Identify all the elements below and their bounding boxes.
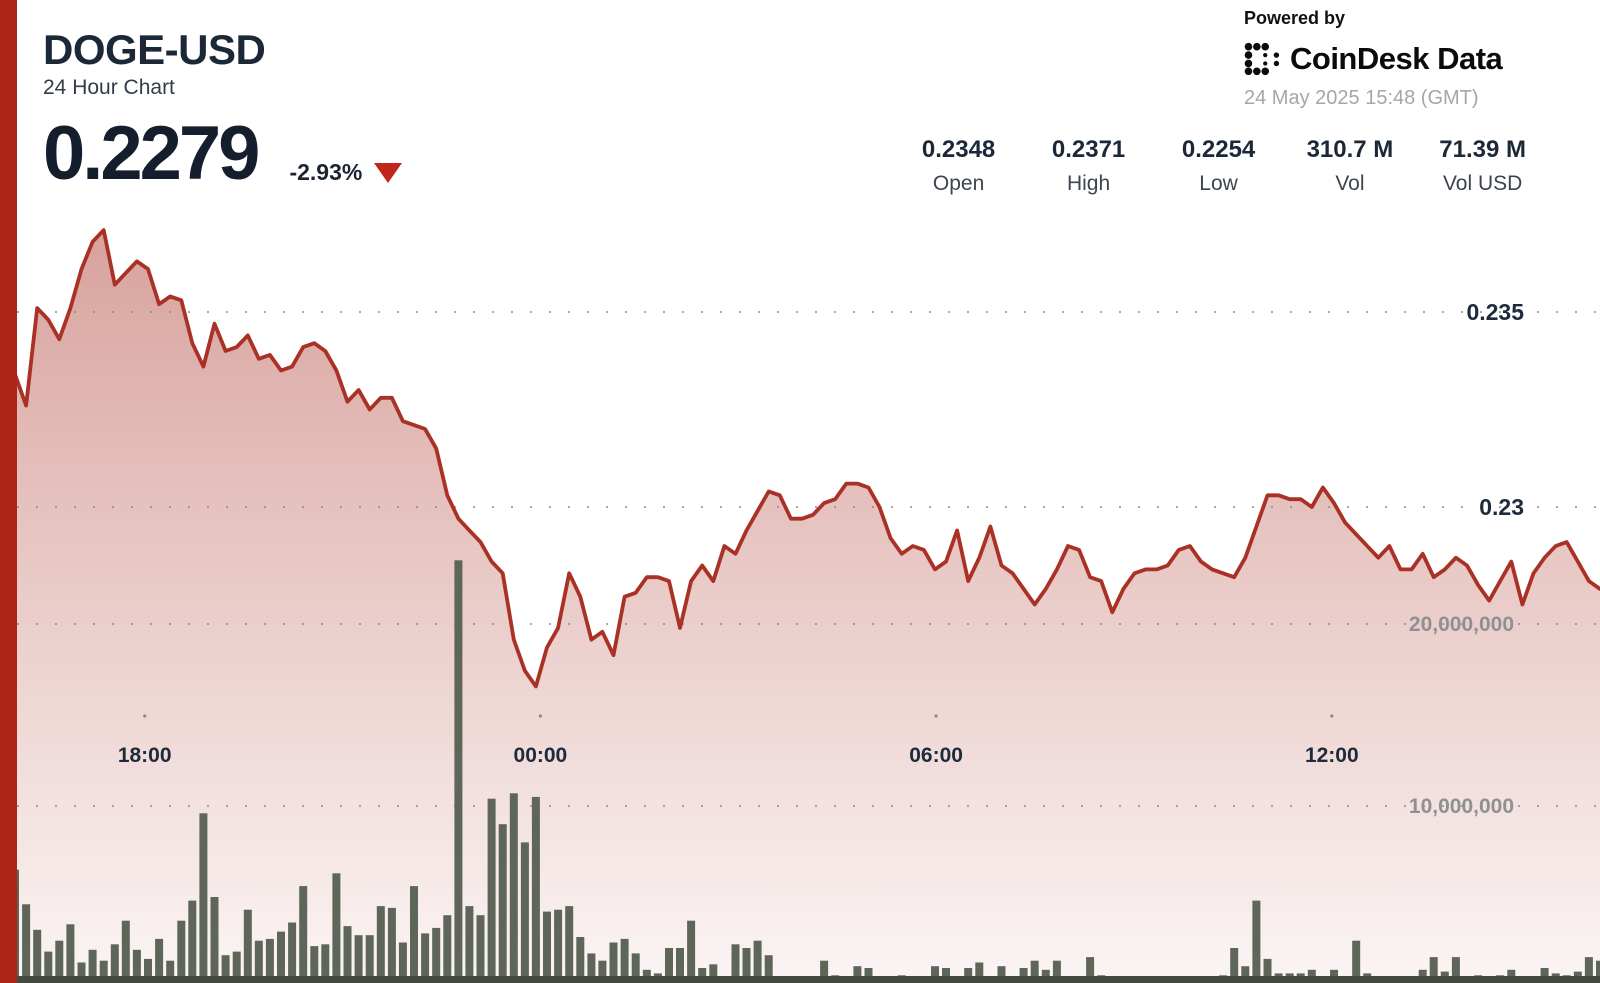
chart-subtitle: 24 Hour Chart — [43, 76, 175, 100]
stat-label: Vol — [1335, 172, 1365, 195]
left-accent-bar — [0, 0, 17, 983]
stat-label: Low — [1199, 172, 1238, 195]
current-price: 0.2279 — [43, 111, 260, 196]
x-axis-tick — [538, 714, 543, 718]
x-axis-label: 12:00 — [1305, 744, 1359, 767]
stat-low: 0.2254 Low — [1177, 136, 1261, 196]
price-row: 0.2279 -2.93% — [43, 111, 403, 196]
stat-value: 0.2348 — [921, 136, 996, 163]
x-axis-label: 18:00 — [118, 744, 172, 767]
price-change-wrap: -2.93% — [289, 159, 403, 186]
stat-label: Open — [932, 172, 985, 195]
brand-name: CoinDesk Data — [1290, 41, 1503, 76]
volume-axis-label: 10,000,000 — [1409, 795, 1514, 818]
volume-baseline — [17, 976, 1600, 983]
stat-label: High — [1066, 172, 1111, 195]
coindesk-logo[interactable]: CoinDesk Data — [1244, 41, 1524, 77]
stat-value: 0.2371 — [1051, 136, 1126, 163]
price-change: -2.93% — [289, 159, 363, 186]
stat-high: 0.2371 High — [1047, 136, 1131, 196]
x-axis-label: 06:00 — [909, 744, 963, 767]
chart-header: DOGE-USD 24 Hour Chart — [43, 26, 266, 100]
powered-by-label: Powered by — [1244, 8, 1346, 28]
price-line — [13, 228, 1600, 689]
stat-value: 0.2254 — [1181, 136, 1256, 163]
stat-label: Vol USD — [1442, 172, 1523, 195]
x-axis-tick — [143, 714, 147, 718]
chart-timestamp: 24 May 2025 15:48 (GMT) — [1244, 87, 1479, 109]
stat-open: 0.2348 Open — [917, 136, 1001, 196]
stat-volume: 310.7 M Vol — [1307, 136, 1394, 196]
stat-value: 310.7 M — [1306, 136, 1394, 163]
coindesk-dots-icon — [1244, 42, 1280, 76]
stat-value: 71.39 M — [1439, 136, 1526, 163]
stats-row: 0.2348 Open 0.2371 High 0.2254 Low 310.7… — [917, 136, 1526, 196]
price-axis-label: 0.23 — [1479, 494, 1524, 520]
down-triangle-icon — [374, 162, 403, 183]
volume-axis-label: 20,000,000 — [1409, 613, 1514, 636]
x-axis-tick — [934, 714, 938, 718]
price-area — [15, 230, 1600, 983]
price-axis-label: 0.235 — [1466, 299, 1524, 325]
branding-block: Powered by CoinDesk Data 24 May 2025 15:… — [1244, 8, 1524, 110]
symbol-title: DOGE-USD — [43, 26, 266, 73]
stat-volume-usd: 71.39 M Vol USD — [1439, 136, 1526, 196]
volume-bars — [11, 560, 1600, 983]
x-axis-tick — [1330, 714, 1334, 718]
x-axis-label: 00:00 — [514, 744, 568, 767]
